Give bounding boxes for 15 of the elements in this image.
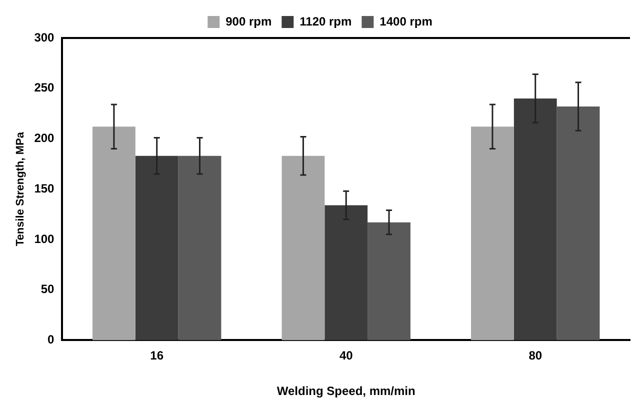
y-tick-label: 200 <box>34 131 55 146</box>
y-tick-label: 100 <box>34 232 55 246</box>
legend-label: 1400 rpm <box>380 14 432 28</box>
x-tick-label: 80 <box>528 348 542 363</box>
x-tick-label: 16 <box>150 348 164 363</box>
y-tick-label: 0 <box>48 332 55 347</box>
legend-label: 1120 rpm <box>300 14 352 28</box>
y-tick-label: 150 <box>34 181 55 196</box>
y-tick-label: 250 <box>34 80 55 95</box>
y-axis-title: Tensile Strength, MPa <box>14 131 27 246</box>
x-axis-title: Welding Speed, mm/min <box>276 384 416 398</box>
y-tick-label: 50 <box>40 282 55 296</box>
legend-label: 900 rpm <box>226 14 272 28</box>
x-tick-label: 40 <box>339 348 354 363</box>
y-tick-label: 300 <box>34 30 55 44</box>
